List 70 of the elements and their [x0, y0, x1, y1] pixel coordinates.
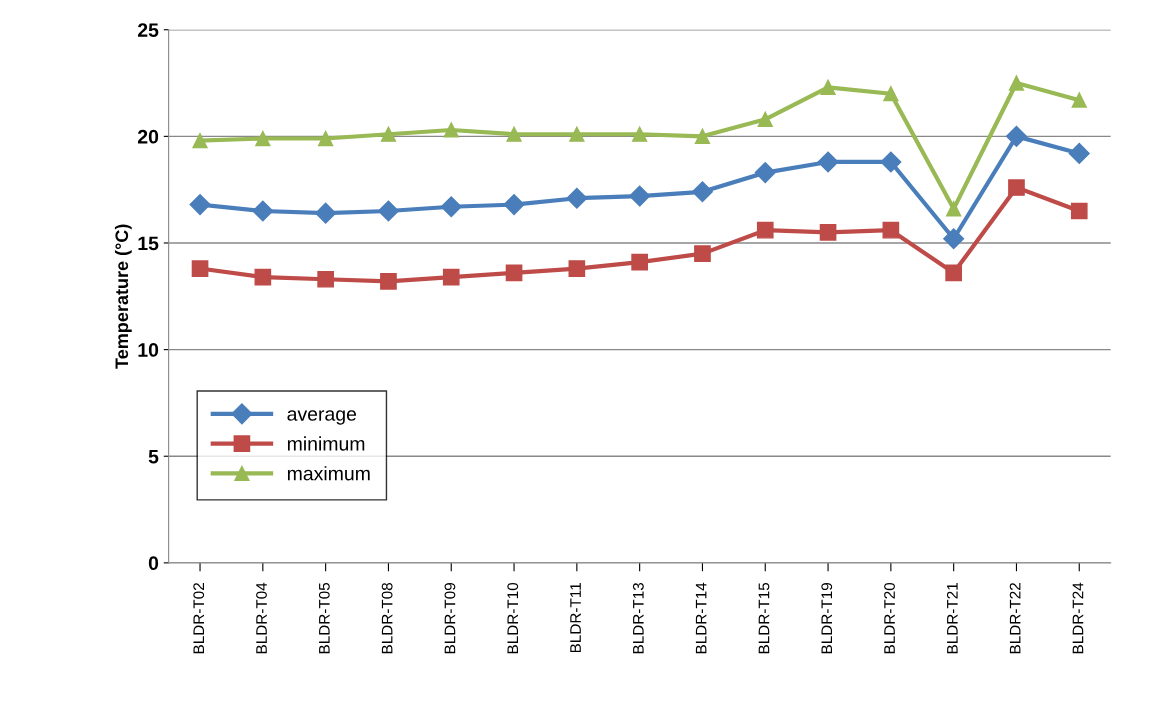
point: [255, 130, 271, 147]
y-tick-label: 15: [138, 236, 159, 251]
point: [568, 260, 586, 277]
point: [691, 181, 713, 203]
point: [377, 200, 399, 222]
point: [756, 221, 774, 239]
point: [694, 128, 711, 145]
y-tick-label: 5: [148, 449, 159, 464]
point: [754, 162, 776, 184]
y-axis-title: Temperature (°C): [114, 224, 132, 369]
point: [318, 130, 334, 147]
point: [757, 111, 773, 127]
point: [443, 122, 459, 138]
point: [315, 202, 337, 224]
x-tick-label: BLDR-T08: [381, 582, 393, 654]
point: [252, 200, 274, 222]
point: [694, 245, 711, 262]
legend-label: minimum: [287, 436, 365, 451]
point: [191, 260, 209, 277]
x-tick-label: BLDR-T21: [946, 583, 958, 654]
x-tick-label: BLDR-T15: [758, 582, 770, 654]
point: [317, 270, 334, 288]
point: [1005, 125, 1027, 147]
point: [629, 185, 651, 207]
point: [1068, 142, 1090, 164]
point: [1008, 179, 1025, 196]
x-tick-label: BLDR-T19: [821, 583, 833, 654]
legend-label: average: [287, 410, 357, 425]
x-tick-label: BLDR-T02: [193, 583, 205, 654]
point: [254, 268, 272, 286]
x-tick-label: BLDR-T14: [695, 582, 707, 654]
point: [192, 132, 208, 149]
point: [880, 151, 902, 173]
x-tick-label: BLDR-T13: [632, 582, 644, 654]
x-tick-label: BLDR-T10: [507, 582, 519, 654]
y-tick-label: 20: [137, 129, 159, 144]
point: [1070, 202, 1088, 220]
x-tick-label: BLDR-T20: [884, 582, 895, 654]
point: [817, 151, 839, 173]
point: [505, 264, 523, 282]
point: [380, 126, 397, 142]
x-tick-label: BLDR-T24: [1072, 582, 1084, 654]
point: [503, 194, 525, 216]
y-tick-label: 0: [148, 556, 159, 571]
point: [566, 187, 588, 209]
point: [380, 273, 397, 290]
point: [1071, 92, 1087, 108]
point: [1008, 75, 1025, 91]
point: [882, 221, 900, 239]
point: [442, 268, 460, 286]
point: [946, 201, 962, 217]
x-tick-label: BLDR-T09: [444, 583, 456, 654]
point: [440, 196, 462, 218]
point: [569, 126, 585, 142]
x-tick-label: BLDR-T05: [318, 582, 330, 654]
y-tick-label: 10: [138, 343, 159, 357]
point: [632, 126, 648, 142]
point: [820, 79, 836, 95]
point: [945, 264, 962, 282]
point: [943, 228, 965, 250]
point: [631, 253, 648, 271]
x-tick-label: BLDR-T04: [256, 582, 267, 654]
x-tick-label: BLDR-T22: [1009, 583, 1021, 654]
point: [883, 86, 899, 102]
x-tick-label: BLDR-T11: [570, 583, 581, 653]
point: [189, 194, 211, 216]
point: [819, 223, 837, 241]
point: [506, 126, 522, 142]
legend-label: maximum: [287, 466, 370, 481]
y-tick-label: 25: [137, 23, 159, 37]
